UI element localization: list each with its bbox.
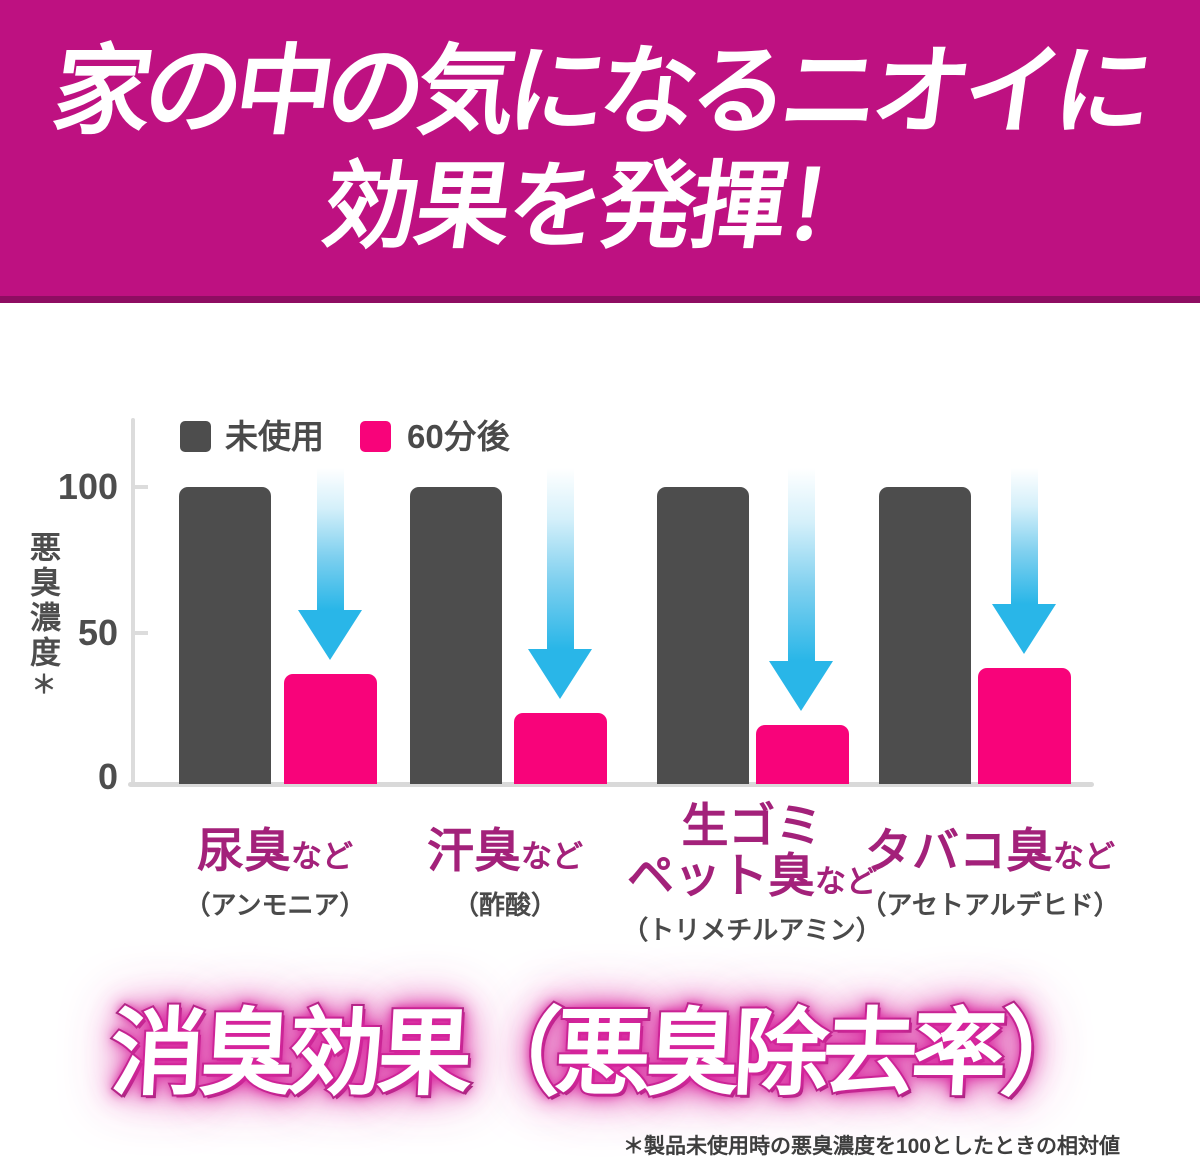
arrow-head — [528, 648, 592, 699]
bar-unused-sweat — [410, 487, 502, 784]
bar-after60-sweat — [514, 712, 607, 784]
footnote: ＊製品未使用時の悪臭濃度を100としたときの相対値 — [622, 1135, 1120, 1158]
category-label-urine: 尿臭など （アンモニア） — [105, 794, 445, 954]
legend-label-after60: 60分後 — [407, 418, 510, 455]
bottom-headline: 消臭効果（悪臭除去率） — [106, 999, 1095, 1109]
arrow-shaft — [316, 468, 344, 611]
bar-after60-urine — [284, 674, 377, 784]
y-axis-line — [131, 418, 135, 787]
arrow-head — [992, 604, 1056, 655]
y-axis-title: 悪臭濃度＊ — [25, 531, 60, 696]
category-name: ペット臭 — [627, 848, 815, 902]
bar-unused-urine — [179, 487, 271, 784]
category-suffix: など — [291, 838, 353, 874]
category-label-sweat: 汗臭など （酢酸） — [335, 794, 675, 954]
y-tick-label-50: 50 — [77, 612, 118, 653]
y-tick-label-0: 0 — [97, 756, 118, 797]
bar-after60-tobacco — [978, 668, 1071, 784]
legend-label-unused: 未使用 — [225, 418, 324, 455]
y-axis-title-text: 悪臭濃度 — [25, 531, 60, 671]
bar-unused-garbage-pet — [657, 487, 749, 784]
category-suffix: など — [521, 838, 583, 874]
category-suffix: など — [815, 863, 877, 899]
decrease-arrow-icon — [769, 468, 833, 711]
banner-title-line2: 効果を発揮！ — [316, 153, 884, 260]
legend-swatch-after60 — [360, 421, 391, 452]
y-tick-50 — [135, 631, 148, 635]
arrow-head — [769, 660, 833, 711]
arrow-shaft — [787, 468, 815, 661]
y-tick-100 — [135, 485, 148, 489]
category-chemical: （アンモニア） — [184, 890, 366, 921]
x-axis-line — [128, 782, 1094, 787]
legend-swatch-unused — [180, 421, 211, 452]
category-chemical: （トリメチルアミン） — [622, 915, 882, 946]
y-axis-footnote-mark: ＊ — [28, 671, 56, 696]
category-label-tobacco: タバコ臭など （アセトアルデヒド） — [820, 794, 1160, 954]
bar-unused-tobacco — [879, 487, 971, 784]
arrow-head — [298, 610, 362, 661]
decrease-arrow-icon — [528, 468, 592, 699]
category-suffix: など — [1053, 838, 1115, 874]
category-name: 汗臭 — [427, 823, 521, 877]
arrow-shaft — [1010, 468, 1038, 605]
category-name: タバコ臭 — [865, 823, 1053, 877]
category-label-garbage-pet: 生ゴミ ペット臭など （トリメチルアミン） — [622, 798, 882, 946]
y-tick-label-100: 100 — [57, 466, 118, 507]
decrease-arrow-icon — [298, 468, 362, 661]
category-name: 尿臭 — [197, 823, 291, 877]
category-chemical: （アセトアルデヒド） — [860, 890, 1120, 921]
bar-after60-garbage-pet — [756, 724, 849, 784]
arrow-shaft — [546, 468, 574, 649]
decrease-arrow-icon — [992, 468, 1056, 655]
header-banner: 家の中の気になるニオイに 効果を発揮！ — [0, 0, 1200, 303]
banner-title-line1: 家の中の気になるニオイに — [46, 35, 1154, 146]
category-chemical: （酢酸） — [452, 890, 557, 921]
chart-legend: 未使用 60分後 — [180, 420, 510, 453]
